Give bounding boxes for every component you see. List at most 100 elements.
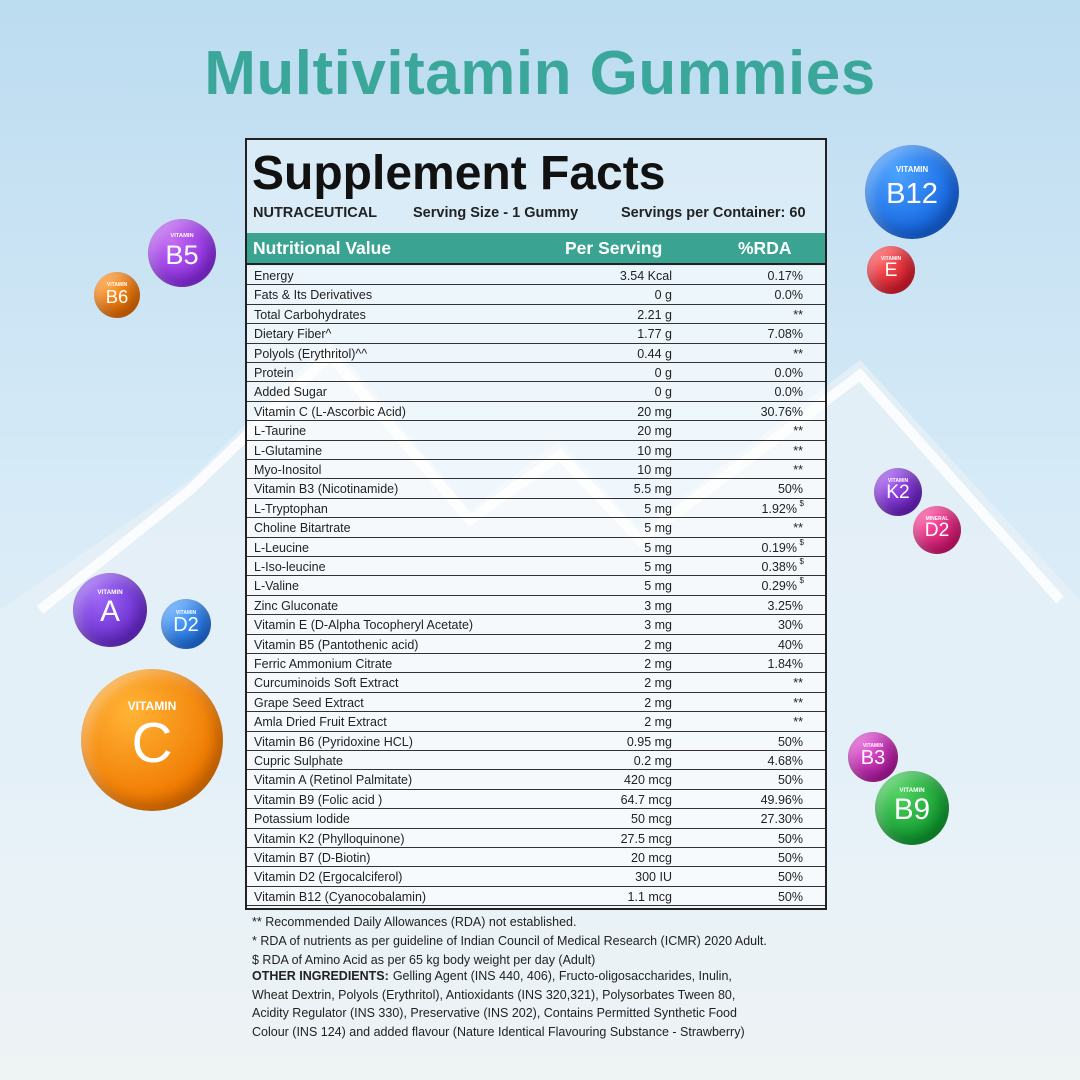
per-serving: 64.7 mcg — [620, 792, 672, 807]
nutrient-name: Cupric Sulphate — [254, 754, 343, 768]
table-row: Myo-Inositol 10 mg ** — [247, 460, 825, 480]
bubble-label: C — [131, 712, 173, 776]
per-serving: 1.77 g — [637, 327, 672, 342]
rda: 0.0% — [774, 366, 804, 380]
bubble-top: VITAMIN — [880, 256, 902, 263]
rda-note: $ — [799, 498, 804, 508]
table-row: L-Tryptophan 5 mg 1.92% $ — [247, 498, 825, 519]
nutrient-name: Amla Dried Fruit Extract — [254, 715, 387, 730]
table-row: Total Carbohydrates 2.21 g ** — [247, 304, 825, 325]
servings: Servings per Container: 60 — [621, 205, 806, 221]
footnote: ** Recommended Daily Allowances (RDA) no… — [252, 915, 577, 929]
rda: ** — [793, 521, 803, 536]
table-row: Polyols (Erythritol)^^ 0.44 g ** — [247, 343, 825, 363]
footnote: * RDA of nutrients as per guideline of I… — [252, 934, 767, 948]
column-header: Nutritional Value — [253, 238, 392, 258]
table-row: Vitamin B3 (Nicotinamide) 5.5 mg 50% — [247, 479, 825, 499]
per-serving: 2 mg — [644, 657, 672, 671]
vitamin-bubble: VITAMIN B12 — [865, 145, 959, 239]
ingredients-line: Colour (INS 124) and added flavour (Natu… — [252, 1025, 745, 1039]
table-row: Vitamin A (Retinol Palmitate) 420 mcg 50% — [247, 770, 825, 790]
rda: 0.0% — [774, 385, 804, 400]
facts-box — [245, 138, 827, 910]
per-serving: 3 mg — [644, 598, 672, 613]
ingredients-line: Wheat Dextrin, Polyols (Erythritol), Ant… — [252, 988, 735, 1002]
table-row: Fats & Its Derivatives 0 g 0.0% — [247, 285, 825, 305]
rda: 49.96% — [760, 792, 803, 807]
per-serving: 5.5 mg — [633, 482, 672, 497]
per-serving: 20 mcg — [631, 851, 672, 865]
rda-note: $ — [799, 537, 804, 547]
per-serving: 1.1 mcg — [627, 889, 672, 904]
rda: ** — [793, 307, 803, 322]
bubble-label: A — [100, 595, 120, 629]
nutrient-name: Vitamin B6 (Pyridoxine HCL) — [254, 734, 413, 749]
per-serving: 50 mcg — [631, 812, 672, 827]
per-serving: 0.95 mg — [626, 734, 672, 749]
table-row: Choline Bitartrate 5 mg ** — [247, 518, 825, 538]
table-row: L-Valine 5 mg 0.29% $ — [247, 576, 825, 596]
rda: 0.19% — [761, 540, 797, 555]
bubble-top: VITAMIN — [862, 742, 884, 749]
vitamin-bubble: VITAMIN K2 — [874, 468, 922, 516]
rda: ** — [793, 346, 803, 361]
rda: 27.30% — [760, 812, 803, 827]
nutrient-name: L-Tryptophan — [254, 501, 328, 516]
rda: 1.92% — [761, 501, 797, 516]
nutrient-name: Polyols (Erythritol)^^ — [254, 346, 368, 361]
rda: ** — [793, 695, 803, 710]
per-serving: 420 mcg — [624, 773, 672, 788]
bubble-label: B3 — [860, 746, 886, 769]
bubble-label: D2 — [924, 520, 950, 542]
table-row: L-Glutamine 10 mg ** — [247, 440, 825, 460]
ingredients-line: OTHER INGREDIENTS: Gelling Agent (INS 440… — [252, 969, 732, 983]
table-row: Vitamin B12 (Cyanocobalamin) 1.1 mcg 50% — [247, 886, 825, 907]
table-row: Vitamin B6 (Pyridoxine HCL) 0.95 mg 50% — [247, 731, 825, 751]
per-serving: 3 mg — [644, 618, 672, 633]
vitamin-bubble: VITAMIN B6 — [94, 272, 140, 318]
nutrient-name: Myo-Inositol — [254, 463, 322, 477]
rda-note: $ — [799, 557, 804, 566]
rda: 0.38% — [761, 560, 797, 574]
table-row: Added Sugar 0 g 0.0% — [247, 382, 825, 402]
table-row: L-Leucine 5 mg 0.19% $ — [247, 537, 825, 557]
table-row: Vitamin B9 (Folic acid ) 64.7 mcg 49.96% — [247, 789, 825, 810]
bubble-label: B9 — [893, 793, 931, 827]
nutrient-name: Vitamin B12 (Cyanocobalamin) — [254, 889, 427, 904]
nutrient-name: L-Valine — [254, 579, 299, 594]
vitamin-bubble: VITAMIN B9 — [875, 771, 949, 845]
table-row: Energy 3.54 Kcal 0.17% — [247, 266, 825, 286]
per-serving: 2 mg — [644, 637, 672, 652]
vitamin-bubble: VITAMIN B3 — [848, 732, 898, 782]
rda: 1.84% — [767, 657, 803, 671]
rda: 0.0% — [774, 288, 804, 303]
ingredients-line: Acidity Regulator (INS 330), Preservativ… — [252, 1006, 737, 1020]
per-serving: 0 g — [654, 385, 672, 400]
bubble-label: E — [884, 260, 898, 282]
per-serving: 0 g — [654, 366, 672, 380]
table-row: Vitamin E (D-Alpha Tocopheryl Acetate) 3 … — [247, 615, 825, 635]
per-serving: 2 mg — [644, 695, 672, 710]
vitamin-bubble: VITAMIN B5 — [148, 219, 216, 287]
bubble-top: VITAMIN — [106, 281, 128, 288]
bubble-top: VITAMIN — [895, 164, 929, 174]
nutrient-name: Total Carbohydrates — [254, 307, 366, 322]
table-row: Vitamin D2 (Ergocalciferol) 300 IU 50% — [247, 867, 825, 887]
nutrient-name: L-Iso-leucine — [254, 560, 326, 574]
bubble-label: B12 — [886, 177, 938, 210]
ingredients-text: Acidity Regulator (INS 330), Preservativ… — [252, 1006, 737, 1020]
table-row: Vitamin K2 (Phylloquinone) 27.5 mcg 50% — [247, 828, 825, 848]
bubble-top: VITAMIN — [170, 233, 194, 240]
nutrient-name: Vitamin B9 (Folic acid ) — [254, 792, 383, 807]
nutrient-name: L-Glutamine — [254, 443, 323, 458]
per-serving: 2.21 g — [637, 307, 672, 322]
per-serving: 10 mg — [637, 463, 672, 477]
per-serving: 5 mg — [644, 560, 672, 574]
ingredients-heading: OTHER INGREDIENTS: — [252, 969, 389, 983]
table-row: Dietary Fiber^ 1.77 g 7.08% — [247, 324, 825, 344]
vitamin-bubble: VITAMIN D2 — [161, 599, 211, 649]
nutrient-name: Energy — [254, 269, 294, 283]
per-serving: 0.44 g — [637, 346, 672, 361]
page-title: Multivitamin Gummies — [204, 39, 876, 108]
rda: 0.29% — [761, 579, 797, 594]
